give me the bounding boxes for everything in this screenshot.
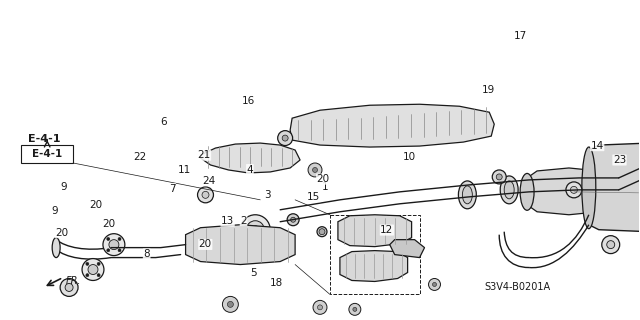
Ellipse shape [504, 181, 514, 199]
Ellipse shape [570, 186, 577, 193]
Text: E-4-1: E-4-1 [28, 134, 61, 144]
Ellipse shape [82, 259, 104, 280]
Circle shape [86, 274, 89, 277]
Ellipse shape [607, 241, 614, 249]
Text: 20: 20 [102, 219, 115, 229]
Text: 10: 10 [403, 152, 416, 162]
Ellipse shape [109, 240, 119, 250]
Circle shape [312, 167, 317, 172]
Text: 3: 3 [264, 190, 271, 200]
Text: 17: 17 [514, 31, 527, 41]
Circle shape [349, 303, 361, 315]
Text: 20: 20 [89, 200, 102, 210]
Text: 13: 13 [221, 216, 234, 226]
Ellipse shape [241, 215, 270, 244]
Text: 21: 21 [197, 150, 211, 160]
Ellipse shape [88, 265, 98, 275]
Ellipse shape [520, 173, 534, 210]
Text: 18: 18 [270, 278, 284, 288]
Polygon shape [338, 215, 412, 247]
Circle shape [223, 296, 238, 312]
Ellipse shape [202, 191, 209, 198]
Text: 12: 12 [380, 225, 394, 235]
Circle shape [118, 237, 121, 241]
Text: 23: 23 [613, 155, 626, 165]
Circle shape [118, 249, 121, 252]
Text: 1: 1 [322, 182, 328, 192]
Text: FR.: FR. [66, 276, 82, 286]
Text: 5: 5 [250, 268, 257, 278]
Text: 15: 15 [307, 192, 320, 202]
Polygon shape [200, 143, 300, 173]
Circle shape [107, 237, 109, 241]
Bar [21, 145, 73, 163]
Ellipse shape [246, 221, 264, 239]
Ellipse shape [287, 214, 299, 226]
Text: 6: 6 [161, 117, 167, 127]
Text: 14: 14 [591, 141, 604, 151]
Text: S3V4-B0201A: S3V4-B0201A [484, 283, 550, 292]
Circle shape [319, 229, 325, 235]
Ellipse shape [462, 186, 472, 204]
Text: 24: 24 [202, 176, 215, 186]
Circle shape [353, 307, 357, 311]
Text: 16: 16 [242, 96, 255, 106]
Circle shape [107, 249, 109, 252]
Polygon shape [589, 143, 640, 232]
Text: E-4-1: E-4-1 [32, 149, 62, 159]
Circle shape [282, 135, 288, 141]
Ellipse shape [602, 236, 620, 253]
Circle shape [97, 262, 100, 265]
Circle shape [97, 274, 100, 277]
Text: 8: 8 [143, 249, 150, 259]
Bar [330, 215, 420, 294]
Ellipse shape [566, 182, 582, 198]
Ellipse shape [52, 238, 60, 258]
Text: 7: 7 [169, 184, 175, 194]
Ellipse shape [65, 284, 73, 292]
Polygon shape [390, 240, 424, 258]
Ellipse shape [582, 147, 596, 229]
Text: 11: 11 [179, 165, 191, 175]
Ellipse shape [198, 187, 214, 203]
Ellipse shape [317, 227, 327, 237]
Ellipse shape [252, 226, 259, 234]
Ellipse shape [500, 176, 518, 204]
Circle shape [227, 301, 234, 307]
Text: 20: 20 [56, 228, 68, 238]
Ellipse shape [103, 234, 125, 256]
Circle shape [86, 262, 89, 265]
Ellipse shape [492, 170, 506, 184]
Ellipse shape [291, 217, 296, 222]
Text: 9: 9 [61, 182, 67, 192]
Text: 20: 20 [199, 239, 212, 249]
Ellipse shape [60, 278, 78, 296]
Text: 4: 4 [246, 164, 253, 174]
Circle shape [433, 283, 436, 286]
Polygon shape [527, 168, 609, 215]
Text: 2: 2 [240, 216, 247, 226]
Circle shape [308, 163, 322, 177]
Circle shape [317, 305, 323, 310]
Circle shape [429, 278, 440, 291]
Text: 19: 19 [482, 85, 495, 95]
Polygon shape [340, 251, 408, 282]
Ellipse shape [496, 174, 502, 180]
Ellipse shape [278, 131, 292, 146]
Polygon shape [186, 225, 295, 265]
Text: 22: 22 [134, 152, 147, 162]
Ellipse shape [602, 173, 616, 210]
Ellipse shape [458, 181, 476, 209]
Text: 20: 20 [317, 174, 330, 184]
Circle shape [313, 300, 327, 314]
Polygon shape [290, 104, 494, 147]
Text: 9: 9 [51, 206, 58, 216]
